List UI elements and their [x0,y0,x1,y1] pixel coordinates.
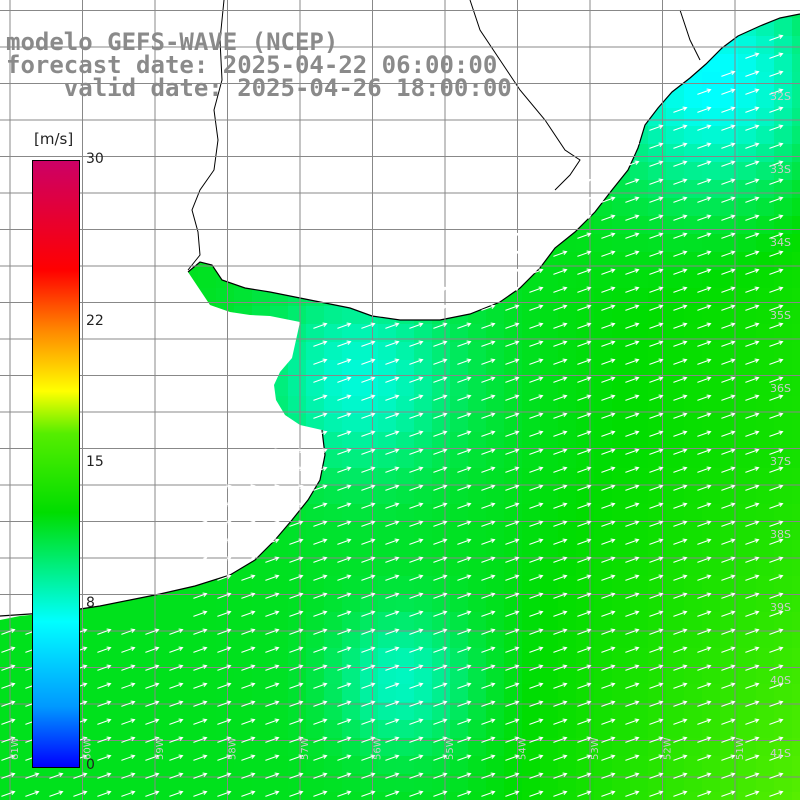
wind-arrows [1,34,784,797]
lat-label: 40S [770,674,791,687]
colorbar-tick-label: 0 [86,757,95,773]
colorbar-tick-label: 22 [86,312,104,329]
lat-label: 39S [770,601,791,614]
lon-label: 53W [590,737,601,760]
lat-label: 41S [770,747,791,760]
border-argentina-uruguay [187,0,225,271]
lagoon-outline [679,9,701,61]
lat-label: 32S [770,90,791,103]
valid-date: valid date: 2025-04-26 18:00:00 [6,74,512,102]
lon-label: 59W [155,737,166,760]
forecast-date: forecast date: 2025-04-22 06:00:00 [6,51,498,79]
lon-label: 54W [518,737,529,760]
lon-label: 61W [10,737,21,760]
lon-label: 60W [83,737,94,760]
lat-label: 36S [770,382,791,395]
colorbar-unit: [m/s] [34,130,74,148]
model-title: modelo GEFS-WAVE (NCEP) [6,28,339,56]
colorbar-tick-label: 30 [86,151,104,167]
coastline-uruguay-brazil [187,13,800,321]
lon-label: 55W [445,737,456,760]
lat-label: 34S [770,236,791,249]
lon-label: 56W [373,737,384,760]
land-area [0,0,800,620]
lat-label: 38S [770,528,791,541]
lat-label: 35S [770,309,791,322]
colorbar-gradient [32,160,80,768]
lon-label: 52W [663,737,674,760]
colorbar-tick-label: 15 [86,454,104,470]
lat-label: 37S [770,455,791,468]
lon-label: 51W [735,737,746,760]
colorbar-tick-label: 8 [86,595,95,612]
lon-label: 57W [300,737,311,760]
lon-label: 58W [228,737,239,760]
lat-label: 33S [770,163,791,176]
coastline-argentina [0,429,326,617]
